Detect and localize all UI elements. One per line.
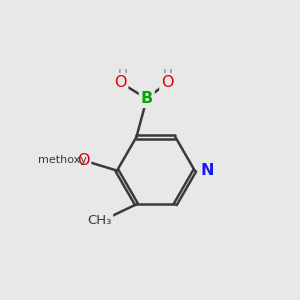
Text: H: H [118,68,128,81]
Text: B: B [141,91,153,106]
Text: H: H [162,68,172,81]
Text: N: N [200,163,214,178]
Text: O: O [114,75,127,90]
Text: methoxy: methoxy [38,155,86,165]
Text: O: O [77,153,89,168]
Text: O: O [161,75,174,90]
Text: CH₃: CH₃ [88,214,112,227]
